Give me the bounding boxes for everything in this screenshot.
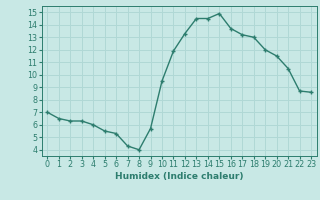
X-axis label: Humidex (Indice chaleur): Humidex (Indice chaleur)	[115, 172, 244, 181]
